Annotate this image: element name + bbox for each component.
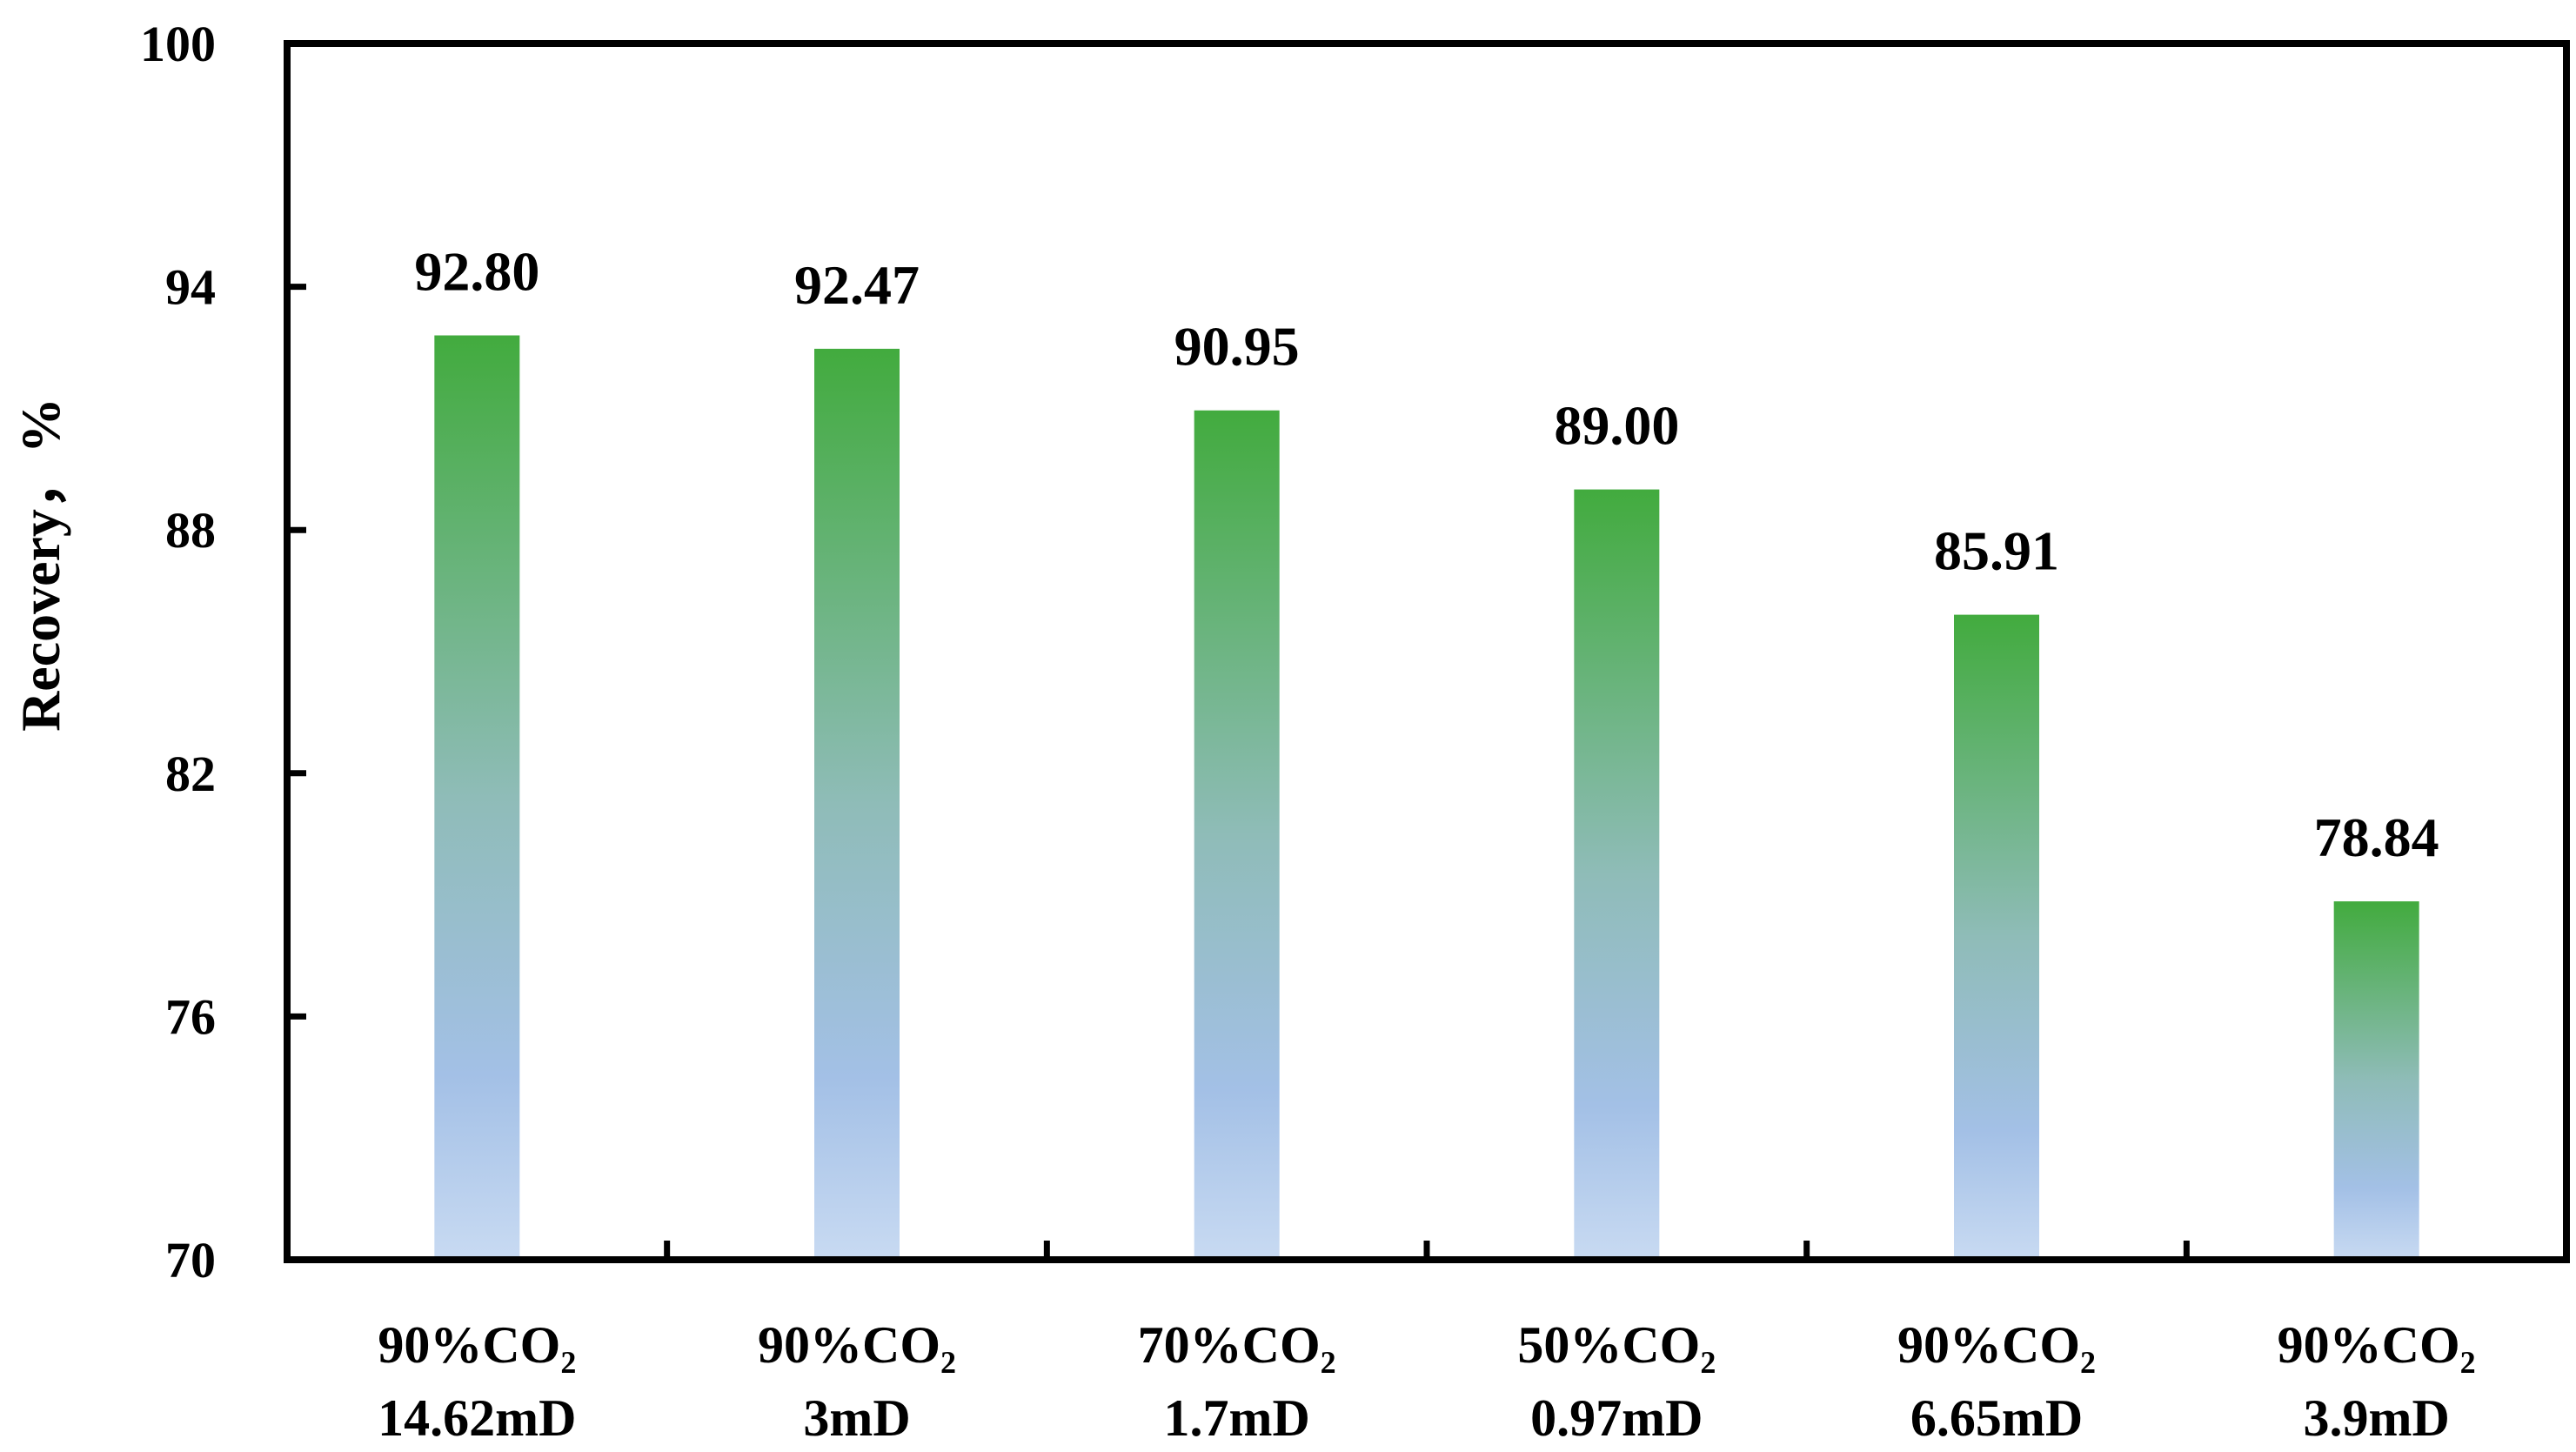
category-label-line1-4: 50%CO₂ bbox=[1517, 1316, 1716, 1374]
category-label-line2-4: 0.97mD bbox=[1530, 1389, 1703, 1447]
category-label-line1-2: 90%CO₂ bbox=[758, 1316, 956, 1374]
y-tick-label-100: 100 bbox=[140, 16, 216, 72]
bar-4 bbox=[1574, 489, 1660, 1260]
value-label-1: 92.80 bbox=[414, 241, 539, 303]
category-label-line2-1: 14.62mD bbox=[378, 1389, 576, 1447]
y-axis-ticks bbox=[287, 284, 306, 1020]
y-tick-label-76: 76 bbox=[165, 988, 216, 1045]
bar-1 bbox=[434, 335, 520, 1260]
value-label-2: 92.47 bbox=[794, 254, 920, 316]
category-label-line1-1: 90%CO₂ bbox=[378, 1316, 576, 1374]
category-label-line1-3: 70%CO₂ bbox=[1138, 1316, 1336, 1374]
value-label-3: 90.95 bbox=[1174, 316, 1300, 378]
value-label-6: 78.84 bbox=[2314, 806, 2439, 868]
y-tick-label-88: 88 bbox=[165, 502, 216, 559]
category-label-line2-2: 3mD bbox=[803, 1389, 910, 1447]
bar-6 bbox=[2333, 901, 2419, 1260]
y-axis-title: Recovery，% bbox=[10, 398, 71, 732]
bar-2 bbox=[814, 348, 900, 1261]
value-labels-group: 92.80 92.47 90.95 89.00 85.91 78.84 bbox=[414, 241, 2439, 869]
y-tick-label-82: 82 bbox=[165, 746, 216, 802]
category-label-line2-3: 1.7mD bbox=[1164, 1389, 1310, 1447]
category-label-line1-5: 90%CO₂ bbox=[1897, 1316, 2096, 1374]
category-label-line1-6: 90%CO₂ bbox=[2278, 1316, 2476, 1374]
x-axis-ticks bbox=[664, 1241, 2190, 1260]
category-label-line2-6: 3.9mD bbox=[2304, 1389, 2450, 1447]
x-axis-category-labels: 90%CO₂ 14.62mD 90%CO₂ 3mD 70%CO₂ 1.7mD 50%CO₂ 0… bbox=[378, 1316, 2475, 1447]
category-label-line2-5: 6.65mD bbox=[1910, 1389, 2083, 1447]
plot-frame bbox=[284, 40, 2570, 1263]
value-label-4: 89.00 bbox=[1554, 395, 1679, 457]
y-tick-label-70: 70 bbox=[165, 1232, 216, 1288]
y-tick-label-94: 94 bbox=[165, 259, 216, 316]
bars-group bbox=[434, 335, 2419, 1261]
y-axis-tick-labels: 70 76 82 88 94 100 bbox=[140, 16, 216, 1288]
bar-5 bbox=[1954, 614, 2039, 1260]
bar-3 bbox=[1194, 410, 1280, 1261]
value-label-5: 85.91 bbox=[1934, 520, 2059, 582]
